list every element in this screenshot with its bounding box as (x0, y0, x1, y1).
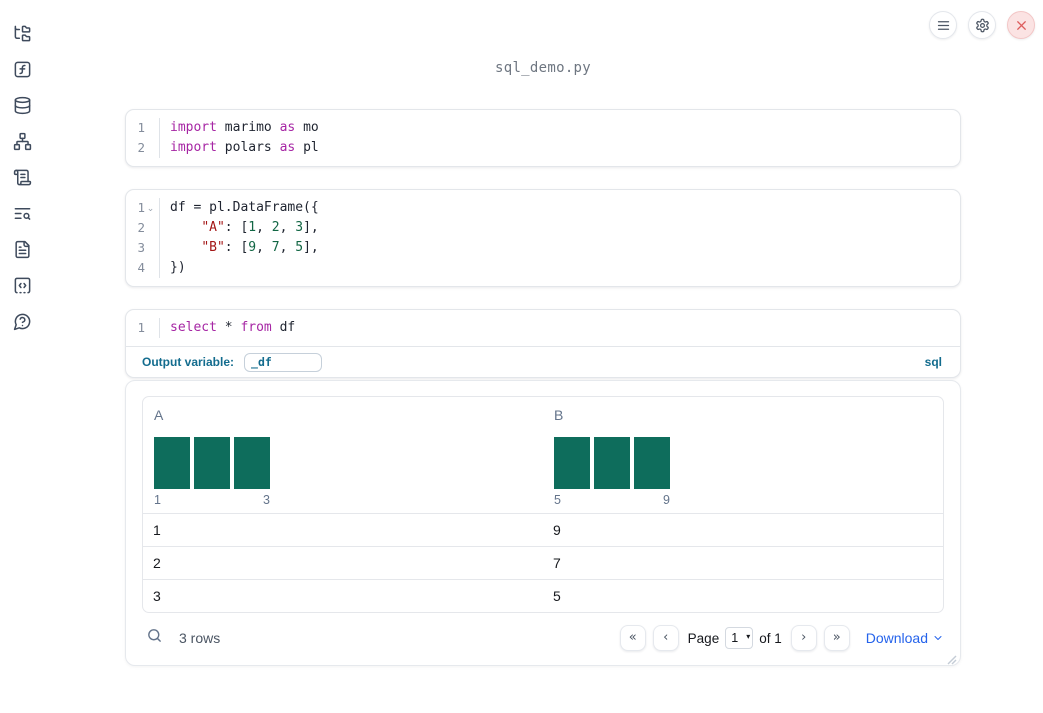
line-gutter: 2 (126, 138, 160, 158)
fold-chevron-icon[interactable]: ⌄ (146, 203, 155, 213)
page-select-wrap: 1 ▾ (725, 627, 754, 649)
code-text: "A": [1, 2, 3], (201, 220, 319, 235)
output-variable-input[interactable] (244, 352, 323, 372)
divider (126, 346, 960, 347)
code-line[interactable]: 2 "A": [1, 2, 3], (126, 218, 960, 238)
row-count: 3 rows (179, 630, 221, 646)
code-line[interactable]: 1 ⌄ df = pl.DataFrame({ (126, 198, 960, 218)
line-gutter: 4 (126, 258, 160, 278)
table-cell: 3 (153, 588, 161, 604)
pagination: « ‹ Page 1 ▾ of 1 › » Download (613, 625, 944, 651)
sql-cell-footer: Output variable: sql (126, 347, 960, 377)
dependency-graph-icon[interactable] (8, 127, 36, 155)
code-line[interactable]: 1 import marimo as mo (126, 118, 960, 138)
download-button[interactable]: Download (866, 630, 944, 646)
list-search-icon[interactable] (8, 199, 36, 227)
histogram-bar (154, 437, 190, 489)
sql-cell[interactable]: 1 select * from df Output variable: sql (125, 309, 961, 378)
histogram-bar (234, 437, 270, 489)
scroll-icon[interactable] (8, 163, 36, 191)
first-page-button[interactable]: « (619, 625, 646, 651)
database-icon[interactable] (8, 91, 36, 119)
code-text: "B": [9, 7, 5], (201, 240, 319, 255)
search-icon[interactable] (146, 627, 163, 649)
sidebar (0, 0, 44, 713)
code-line[interactable]: 3 "B": [9, 7, 5], (126, 238, 960, 258)
code-line[interactable]: 1 select * from df (126, 318, 960, 338)
line-gutter: 1 (126, 118, 160, 138)
prev-page-button[interactable]: ‹ (652, 625, 679, 651)
last-page-button[interactable]: » (823, 625, 850, 651)
code-cell-dataframe[interactable]: 1 ⌄ df = pl.DataFrame({2 "A": [1, 2, 3], 3 … (125, 189, 961, 287)
next-page-button[interactable]: › (790, 625, 817, 651)
chevron-down-icon (934, 636, 942, 640)
column-name: B (554, 407, 564, 423)
histogram-bar (634, 437, 670, 489)
close-x-icon[interactable] (1007, 11, 1035, 39)
histogram-bar (594, 437, 630, 489)
table-footer: 3 rows « ‹ Page 1 ▾ of 1 › » Downl (142, 613, 944, 665)
table-cell: 9 (553, 522, 561, 538)
line-gutter: 1 ⌄ (126, 198, 160, 218)
top-actions (929, 11, 1035, 39)
resize-grip-icon[interactable] (947, 652, 957, 665)
sql-editor[interactable]: 1 select * from df (126, 310, 960, 346)
histogram-min-label: 5 (554, 493, 561, 507)
line-gutter: 3 (126, 238, 160, 258)
code-text: import marimo as mo (170, 120, 319, 135)
code-editor[interactable]: 1 import marimo as mo 2 import polars as pl (126, 110, 960, 166)
file-text-icon[interactable] (8, 235, 36, 263)
notebook: sql_demo.py 1 import marimo as mo 2 import … (125, 0, 961, 666)
line-gutter: 2 (126, 218, 160, 238)
code-line[interactable]: 4}) (126, 258, 960, 278)
code-text: select * from df (170, 320, 296, 335)
code-editor[interactable]: 1 ⌄ df = pl.DataFrame({2 "A": [1, 2, 3], 3 … (126, 190, 960, 286)
code-cell-imports[interactable]: 1 import marimo as mo 2 import polars as pl (125, 109, 961, 167)
histogram-max-label: 3 (263, 493, 270, 507)
code-text: df = pl.DataFrame({ (170, 200, 319, 215)
page-label: Page (687, 630, 720, 646)
output-variable-label: Output variable: (142, 355, 235, 369)
table-cell: 2 (153, 555, 161, 571)
language-badge: sql (924, 355, 942, 369)
function-square-icon[interactable] (8, 55, 36, 83)
file-title: sql_demo.py (494, 60, 592, 76)
code-snippet-icon[interactable] (8, 271, 36, 299)
menu-icon[interactable] (929, 11, 957, 39)
histogram-max-label: 9 (663, 493, 670, 507)
histogram-bar (194, 437, 230, 489)
folder-tree-icon[interactable] (8, 19, 36, 47)
histogram-bar (554, 437, 590, 489)
table-cell: 7 (553, 555, 561, 571)
help-bubble-icon[interactable] (8, 307, 36, 335)
line-gutter: 1 (126, 318, 160, 338)
page-of-label: of 1 (759, 630, 782, 646)
download-label: Download (865, 630, 928, 646)
table-cell: 1 (153, 522, 161, 538)
code-text: }) (170, 260, 186, 275)
table-cell: 5 (553, 588, 561, 604)
code-line[interactable]: 2 import polars as pl (126, 138, 960, 158)
settings-gear-icon[interactable] (968, 11, 996, 39)
column-name: A (154, 407, 164, 423)
page-select[interactable]: 1 (725, 627, 754, 649)
histogram-min-label: 1 (154, 493, 161, 507)
code-text: import polars as pl (170, 140, 319, 155)
